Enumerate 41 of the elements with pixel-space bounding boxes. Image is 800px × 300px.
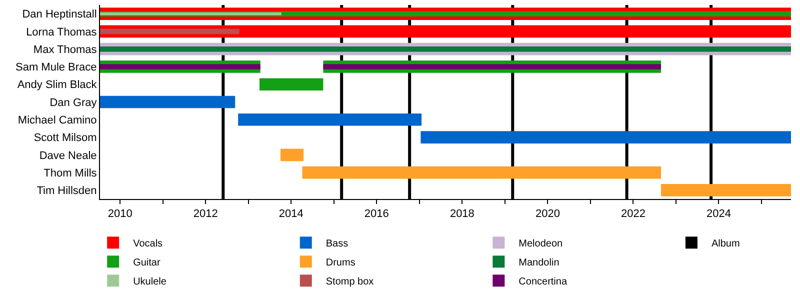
y-tick-label: Lorna Thomas	[26, 26, 98, 38]
y-tick-label: Sam Mule Brace	[15, 62, 97, 74]
y-tick-label: Andy Slim Black	[17, 79, 98, 92]
x-tick-label: 2014	[278, 208, 304, 220]
x-tick-label: 2016	[364, 208, 389, 220]
bar	[323, 64, 662, 70]
bar	[100, 25, 791, 38]
legend-label: Bass	[326, 238, 348, 250]
x-tick-label: 2024	[706, 208, 731, 220]
bar	[280, 148, 304, 162]
bar	[100, 46, 791, 52]
bar	[302, 166, 662, 179]
x-tick-label: 2018	[450, 208, 474, 220]
y-tick-label: Dan Heptinstall	[22, 8, 97, 21]
bar	[259, 78, 324, 91]
legend-label: Mandolin	[518, 258, 560, 268]
bar	[100, 28, 240, 34]
legend-label: Concertina	[518, 276, 568, 288]
y-tick-label: Scott Milsom	[34, 132, 97, 144]
bar	[238, 113, 422, 126]
y-tick-label: Max Thomas	[33, 44, 98, 56]
y-tick-label: Michael Camino	[18, 114, 97, 126]
x-tick-label: 2010	[108, 208, 132, 220]
legend-label: Stomp box	[326, 276, 374, 288]
bar	[420, 131, 791, 144]
legend-label: Melodeon	[518, 238, 563, 250]
bar	[100, 96, 236, 108]
legend-label: Drums	[326, 258, 356, 268]
y-tick-label: Thom Mills	[44, 167, 98, 180]
x-tick-label: 2022	[620, 208, 646, 220]
bar	[661, 184, 791, 196]
y-tick-label: Dan Gray	[50, 96, 98, 109]
legend-label: Ukulele	[133, 276, 167, 288]
bar	[100, 64, 260, 70]
legend-label: Guitar	[133, 258, 161, 268]
legend-label: Vocals	[133, 238, 163, 250]
y-tick-label: Dave Neale	[39, 150, 97, 162]
legend-label: Album	[711, 238, 740, 250]
x-tick-label: 2020	[535, 208, 560, 220]
x-tick-label: 2012	[193, 208, 218, 220]
y-tick-label: Tim Hillsden	[36, 185, 97, 198]
